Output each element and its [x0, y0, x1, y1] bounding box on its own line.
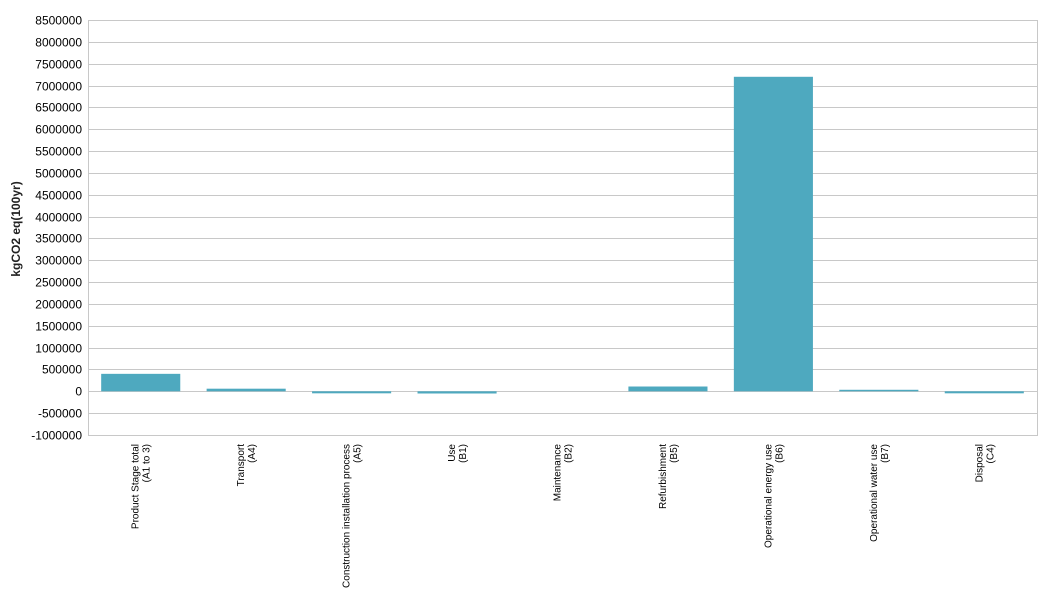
bars [101, 76, 1024, 394]
y-tick-label: 6500000 [35, 101, 82, 115]
y-tick-label: 5000000 [35, 167, 82, 181]
x-tick-label-line1: Product Stage total [131, 444, 142, 529]
x-tick-label-line2: (C4) [985, 444, 996, 463]
y-tick-label: 6000000 [35, 123, 82, 137]
y-tick-label: 1500000 [35, 320, 82, 334]
bar [101, 373, 181, 392]
y-tick-label: 0 [75, 385, 82, 399]
bar [839, 389, 919, 392]
y-axis-label: kgCO2 eq(100yr) [9, 181, 23, 276]
x-tick-label-line1: Refurbishment [658, 444, 669, 509]
x-tick-label-line2: (B7) [880, 444, 891, 463]
y-tick-label: 1000000 [35, 342, 82, 356]
y-tick-label: 4500000 [35, 189, 82, 203]
gridlines [88, 20, 1037, 436]
bar [733, 76, 813, 392]
y-tick-label: 3000000 [35, 254, 82, 268]
bar [417, 391, 497, 394]
x-tick-label-line2: (A5) [353, 444, 364, 463]
x-tick-label: Operational energy use(B6) [763, 444, 785, 548]
y-tick-label: 500000 [42, 363, 82, 377]
x-tick-label-line1: Operational water use [869, 444, 880, 542]
x-tick-label: Construction installation process(A5) [342, 444, 364, 588]
bar [312, 391, 392, 394]
x-tick-label: Operational water use(B7) [869, 444, 891, 542]
x-tick-label-line2: (B5) [669, 444, 680, 463]
y-tick-label: 3500000 [35, 232, 82, 246]
y-tick-label: 5500000 [35, 145, 82, 159]
bar [206, 388, 286, 392]
x-tick-label-line1: Operational energy use [763, 444, 774, 548]
plot-frame [88, 20, 1038, 436]
y-tick-label: 8500000 [35, 14, 82, 28]
x-tick-label: Product Stage total(A1 to 3) [131, 444, 153, 529]
y-tick-label: 7500000 [35, 58, 82, 72]
x-tick-label-line2: (B1) [458, 444, 469, 463]
y-tick-labels: 8500000 8000000 7500000 7000000 6500000 60000… [31, 14, 82, 443]
y-tick-label: -1000000 [31, 429, 82, 443]
bar [628, 386, 708, 392]
y-tick-label: 7000000 [35, 80, 82, 94]
x-tick-label: Transport(A4) [236, 444, 258, 487]
x-tick-label: Disposal(C4) [974, 444, 996, 482]
x-tick-label-line1: Construction installation process [342, 444, 353, 588]
y-tick-label: 4000000 [35, 211, 82, 225]
x-tick-label-line1: Maintenance [553, 444, 564, 502]
x-tick-label-line2: (B2) [564, 444, 575, 463]
bar [944, 391, 1024, 394]
y-tick-label: 8000000 [35, 36, 82, 50]
y-tick-label: 2000000 [35, 298, 82, 312]
x-tick-label: Maintenance(B2) [553, 444, 575, 502]
x-tick-label: Use(B1) [447, 444, 469, 463]
x-tick-label-line1: Use [447, 444, 458, 462]
y-tick-label: 2500000 [35, 276, 82, 290]
x-tick-label-line1: Transport [236, 444, 247, 487]
x-tick-label: Refurbishment(B5) [658, 444, 680, 509]
y-tick-label: -500000 [38, 407, 82, 421]
x-tick-label-line2: (A1 to 3) [142, 444, 153, 482]
x-tick-labels: Product Stage total(A1 to 3) Transport(A4… [131, 444, 997, 588]
x-tick-label-line1: Disposal [974, 444, 985, 482]
x-tick-label-line2: (B6) [774, 444, 785, 463]
x-tick-label-line2: (A4) [247, 444, 258, 463]
